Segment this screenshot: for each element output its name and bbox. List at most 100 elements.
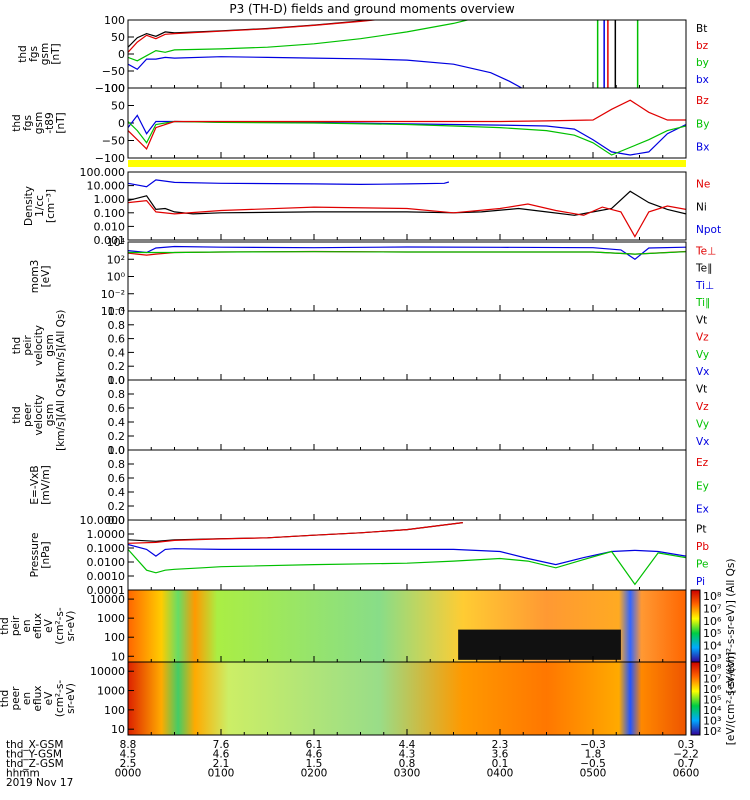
ytick-label: −100 [95,82,125,95]
legend-entry: Ex [696,504,709,516]
legend-entry: By [696,118,709,130]
ylabel-line: sr-eV) [65,611,77,642]
xtick-label: 0600 [673,768,700,780]
ytick-label: 10⁻⁴ [101,305,126,318]
ytick-label: 100.000 [80,166,126,179]
ytick-label: 0.8 [108,319,126,332]
legend-entry: Ti⊥ [695,280,714,292]
ytick-label: 100 [104,631,125,644]
panel-1: 100 50 0 −50 −100 Bt bz by bx thd fgs gsm [nT] [17,14,709,95]
ytick-label: 50 [111,31,125,44]
ytick-label: 10⁻² [101,288,125,301]
ytick-label: 10000 [90,593,125,606]
ytick-label: 0.0100 [87,556,126,569]
xtick-label: 4.6 [306,749,323,761]
legend-entry: Vz [696,401,709,413]
ytick-label: 0.2 [108,430,126,443]
ylabel-line: [cm⁻³] [45,189,57,223]
colorbar-tick: 10⁷ [703,673,721,686]
legend-entry: by [696,57,709,69]
ytick-label: 1000 [97,685,125,698]
ytick-label: −100 [95,152,125,165]
row-label: thd_X-GSM [6,739,63,751]
legend-entry: Vt [696,314,707,326]
xtick-label: 8.8 [120,739,137,751]
ytick-label: 0.0001 [87,584,126,597]
ylabel-line: [nPa] [40,541,52,568]
xtick-label: 2.1 [213,758,230,770]
series-by [128,20,470,62]
ytick-label: 1.0 [108,374,126,387]
ylabel-line: thd [11,337,23,354]
colorbar-tick: 10⁸ [703,662,722,675]
legend-entry: Te∥ [695,263,712,275]
legend-entry: Bt [696,23,707,35]
ylabel-line: gsm [33,112,45,134]
xtick-label: 2.3 [492,739,509,751]
ytick-label: −50 [102,65,125,78]
colorbar-tick: 10⁶ [703,683,722,696]
series-Ni [128,190,686,216]
xtick-label: 0.7 [678,758,695,770]
plot-area [128,172,686,240]
ylabel-line: gsm [44,334,56,356]
xtick-label: 0500 [580,768,607,780]
xtick-label: 4.5 [120,749,137,761]
legend-entry: Te⊥ [695,245,716,257]
legend-entry: Vx [696,436,709,448]
ytick-label: 100 [104,704,125,717]
ylabel-line: en [21,692,33,705]
legend-entry: Bz [696,95,709,107]
ytick-label: 10 [111,650,125,663]
ylabel-line: [eV] [40,266,52,288]
xtick-label: −0.3 [580,739,606,751]
xtick-label: 0.3 [678,739,695,751]
ylabel-line: mom3 [29,260,41,294]
ytick-label: 10 [111,723,125,736]
ylabel-line: E=-VxB [29,465,41,504]
legend-entry: Ne [696,179,710,191]
colorbar-tick: 10⁶ [703,615,722,628]
xtick-label: 4.6 [213,749,230,761]
series-Ti∥ [128,251,686,255]
xtick-label: 0.8 [399,758,416,770]
ytick-label: 0.0 [108,444,126,457]
ylabel-line: peir [10,615,22,636]
ytick-label: 0.8 [108,388,126,401]
ylabel-line: thd [17,45,29,62]
ylabel-line: [nT] [50,43,62,64]
ytick-label: 10² [107,253,125,266]
ylabel-line: eV [43,618,55,632]
ylabel-line: eV [43,691,55,705]
ytick-label: −50 [102,135,125,148]
colorbar-tick: 10⁴ [703,704,722,717]
ytick-label: 10.0000 [80,514,126,527]
ylabel-line: velocity [33,325,45,366]
colorbar-tick: 10³ [703,715,721,728]
series-Pi [128,543,686,566]
ytick-label: 10.000 [87,180,126,193]
xtick-label: 1.8 [585,749,602,761]
legend-entry: Pb [696,541,709,553]
ytick-label: 0 [118,117,125,130]
legend-entry: Vt [696,384,707,396]
xtick-label: −0.5 [580,758,606,770]
mode-bar [128,160,686,167]
series-Ti⊥ [128,245,686,261]
series-Bz [128,99,686,150]
ylabel-line: peer [22,402,34,427]
xtick-label: 0100 [208,768,235,780]
legend-entry: Ez [696,457,709,469]
series-Pb [128,522,463,544]
ylabel-line: [nT] [55,112,67,133]
ylabel-line: Pressure [29,533,41,578]
legend-entry: Npot [696,224,721,236]
panel-4: 10⁴ 10² 10⁰ 10⁻² 10⁻⁴ Te⊥ Te∥ Ti⊥ Ti∥ mom3 [eV] [29,236,716,318]
legend-entry: Pt [696,524,706,536]
